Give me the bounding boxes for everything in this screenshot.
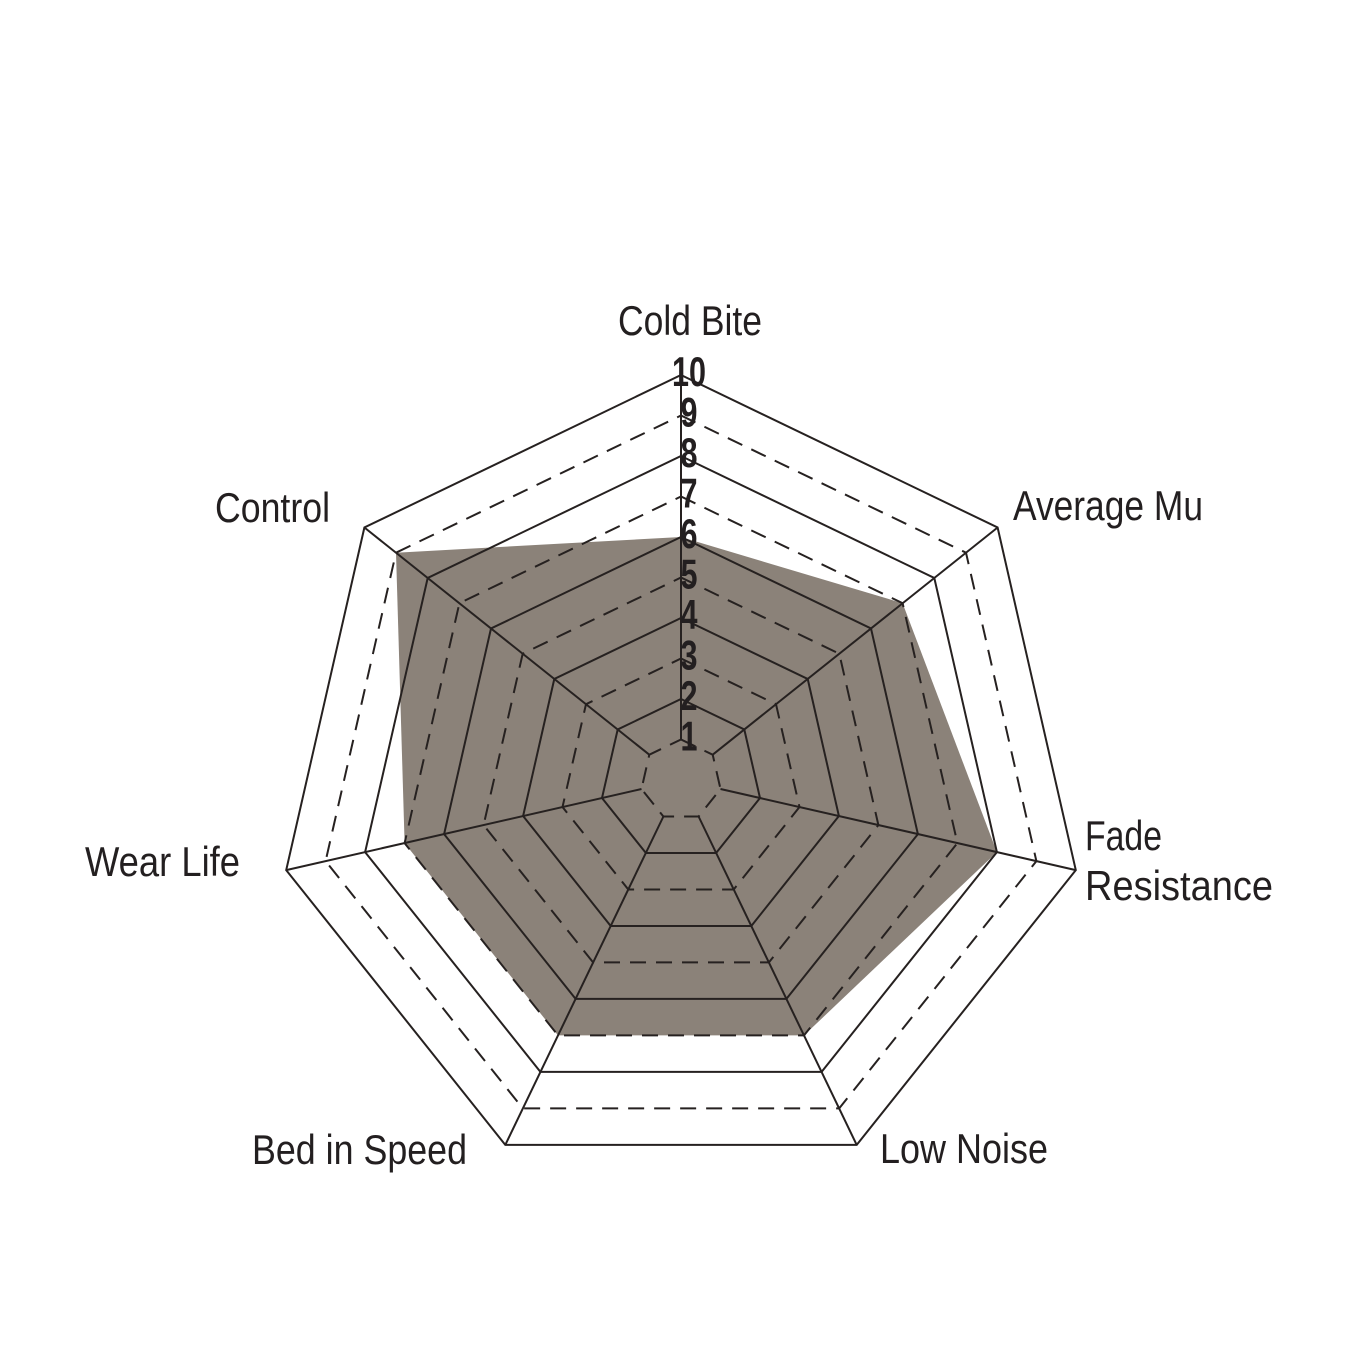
- axis-label-average-mu: Average Mu: [1013, 482, 1203, 529]
- tick-label-6: 6: [681, 510, 698, 557]
- axis-spoke-fade-resistance: [720, 788, 1077, 872]
- grid-ring-2: [600, 697, 762, 854]
- axis-label-wear-life: Wear Life: [85, 838, 240, 885]
- tick-label-9: 9: [681, 389, 698, 436]
- axis-spoke-wear-life: [285, 788, 642, 872]
- tick-label-7: 7: [681, 470, 698, 517]
- tick-label-1: 1: [681, 713, 698, 760]
- axis-label-cold-bite: Cold Bite: [618, 297, 762, 344]
- tick-label-2: 2: [681, 672, 698, 719]
- axis-label-fade-resistance-line1: Fade: [1085, 812, 1162, 859]
- axis-label-bed-in-speed: Bed in Speed: [252, 1126, 467, 1173]
- grid-ring-5: [482, 576, 880, 964]
- tick-label-10: 10: [672, 348, 706, 395]
- tick-label-5: 5: [681, 551, 698, 598]
- tick-label-4: 4: [681, 591, 698, 638]
- data-polygon: [396, 537, 997, 1036]
- axis-label-control: Control: [215, 484, 330, 531]
- tick-label-8: 8: [681, 429, 698, 476]
- grid-ring-1: [640, 738, 722, 818]
- grid-ring-3: [561, 657, 801, 891]
- axis-spoke-low-noise: [697, 816, 858, 1146]
- grid-ring-10: [285, 373, 1077, 1146]
- axis-label-low-noise: Low Noise: [880, 1125, 1048, 1172]
- axis-label-fade-resistance-line2: Resistance: [1085, 862, 1273, 909]
- axis-spoke-bed-in-speed: [504, 816, 665, 1146]
- grid-ring-6: [443, 535, 919, 1000]
- grid-ring-7: [403, 495, 959, 1037]
- grid-ring-4: [522, 616, 840, 927]
- grid-ring-9: [324, 414, 1038, 1110]
- axis-spoke-control: [363, 526, 650, 756]
- grid-ring-8: [364, 454, 998, 1073]
- axis-spoke-average-mu: [712, 526, 999, 756]
- tick-label-3: 3: [681, 632, 698, 679]
